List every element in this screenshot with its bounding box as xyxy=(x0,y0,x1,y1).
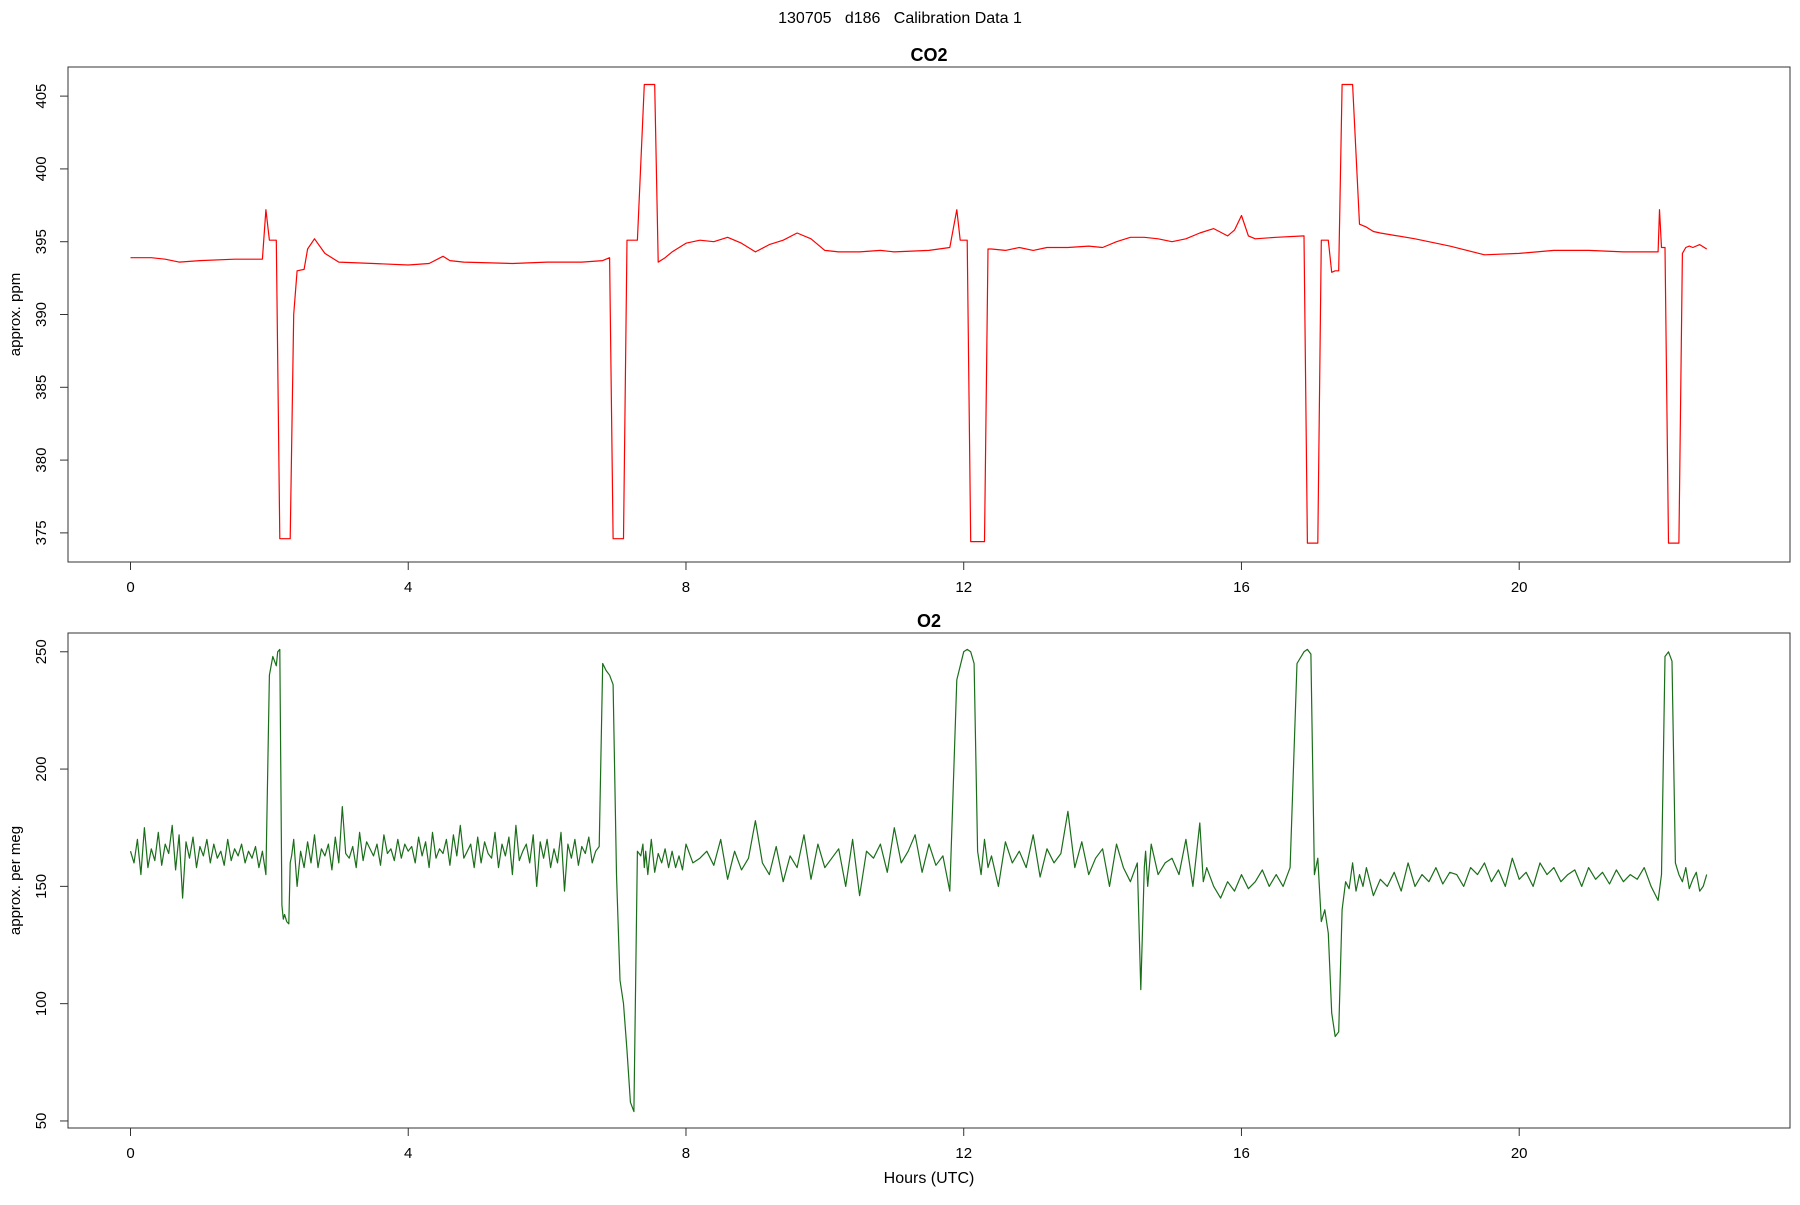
co2-x-tick-label: 0 xyxy=(126,579,134,596)
co2-y-axis-label: approx. ppm xyxy=(7,273,24,356)
o2-x-tick-label: 16 xyxy=(1233,1145,1250,1162)
co2-x-tick-label: 8 xyxy=(682,579,690,596)
co2-y-tick-label: 395 xyxy=(33,229,50,254)
o2-y-tick-label: 250 xyxy=(33,639,50,664)
co2-y-tick-label: 390 xyxy=(33,302,50,327)
co2-series-line xyxy=(130,83,1708,544)
o2-y-tick-label: 100 xyxy=(33,991,50,1016)
co2-plot-frame xyxy=(67,66,1791,563)
co2-y-tick-label: 380 xyxy=(33,448,50,473)
o2-plot-frame xyxy=(67,632,1791,1129)
co2-title: CO2 xyxy=(910,45,947,65)
co2-x-tick-label: 12 xyxy=(955,579,972,596)
o2-x-tick-label: 20 xyxy=(1511,1145,1528,1162)
co2-y-tick-label: 400 xyxy=(33,156,50,181)
o2-series-line xyxy=(129,648,1708,1113)
o2-x-tick-label: 8 xyxy=(682,1145,690,1162)
o2-x-tick-label: 0 xyxy=(126,1145,134,1162)
o2-y-tick-label: 50 xyxy=(33,1113,50,1130)
co2-y-tick-label: 375 xyxy=(33,520,50,545)
co2-x-tick-label: 16 xyxy=(1233,579,1250,596)
o2-y-axis-label: approx. per meg xyxy=(7,826,24,935)
o2-y-tick-label: 150 xyxy=(33,874,50,899)
co2-x-tick-label: 20 xyxy=(1511,579,1528,596)
figure-title: 130705 d186 Calibration Data 1 xyxy=(778,10,1022,27)
o2-x-tick-label: 4 xyxy=(404,1145,412,1162)
o2-x-axis-label: Hours (UTC) xyxy=(884,1170,975,1187)
co2-y-tick-label: 405 xyxy=(33,84,50,109)
co2-x-tick-label: 4 xyxy=(404,579,412,596)
o2-title: O2 xyxy=(917,611,941,631)
co2-y-tick-label: 385 xyxy=(33,375,50,400)
o2-x-tick-label: 12 xyxy=(955,1145,972,1162)
o2-y-tick-label: 200 xyxy=(33,757,50,782)
